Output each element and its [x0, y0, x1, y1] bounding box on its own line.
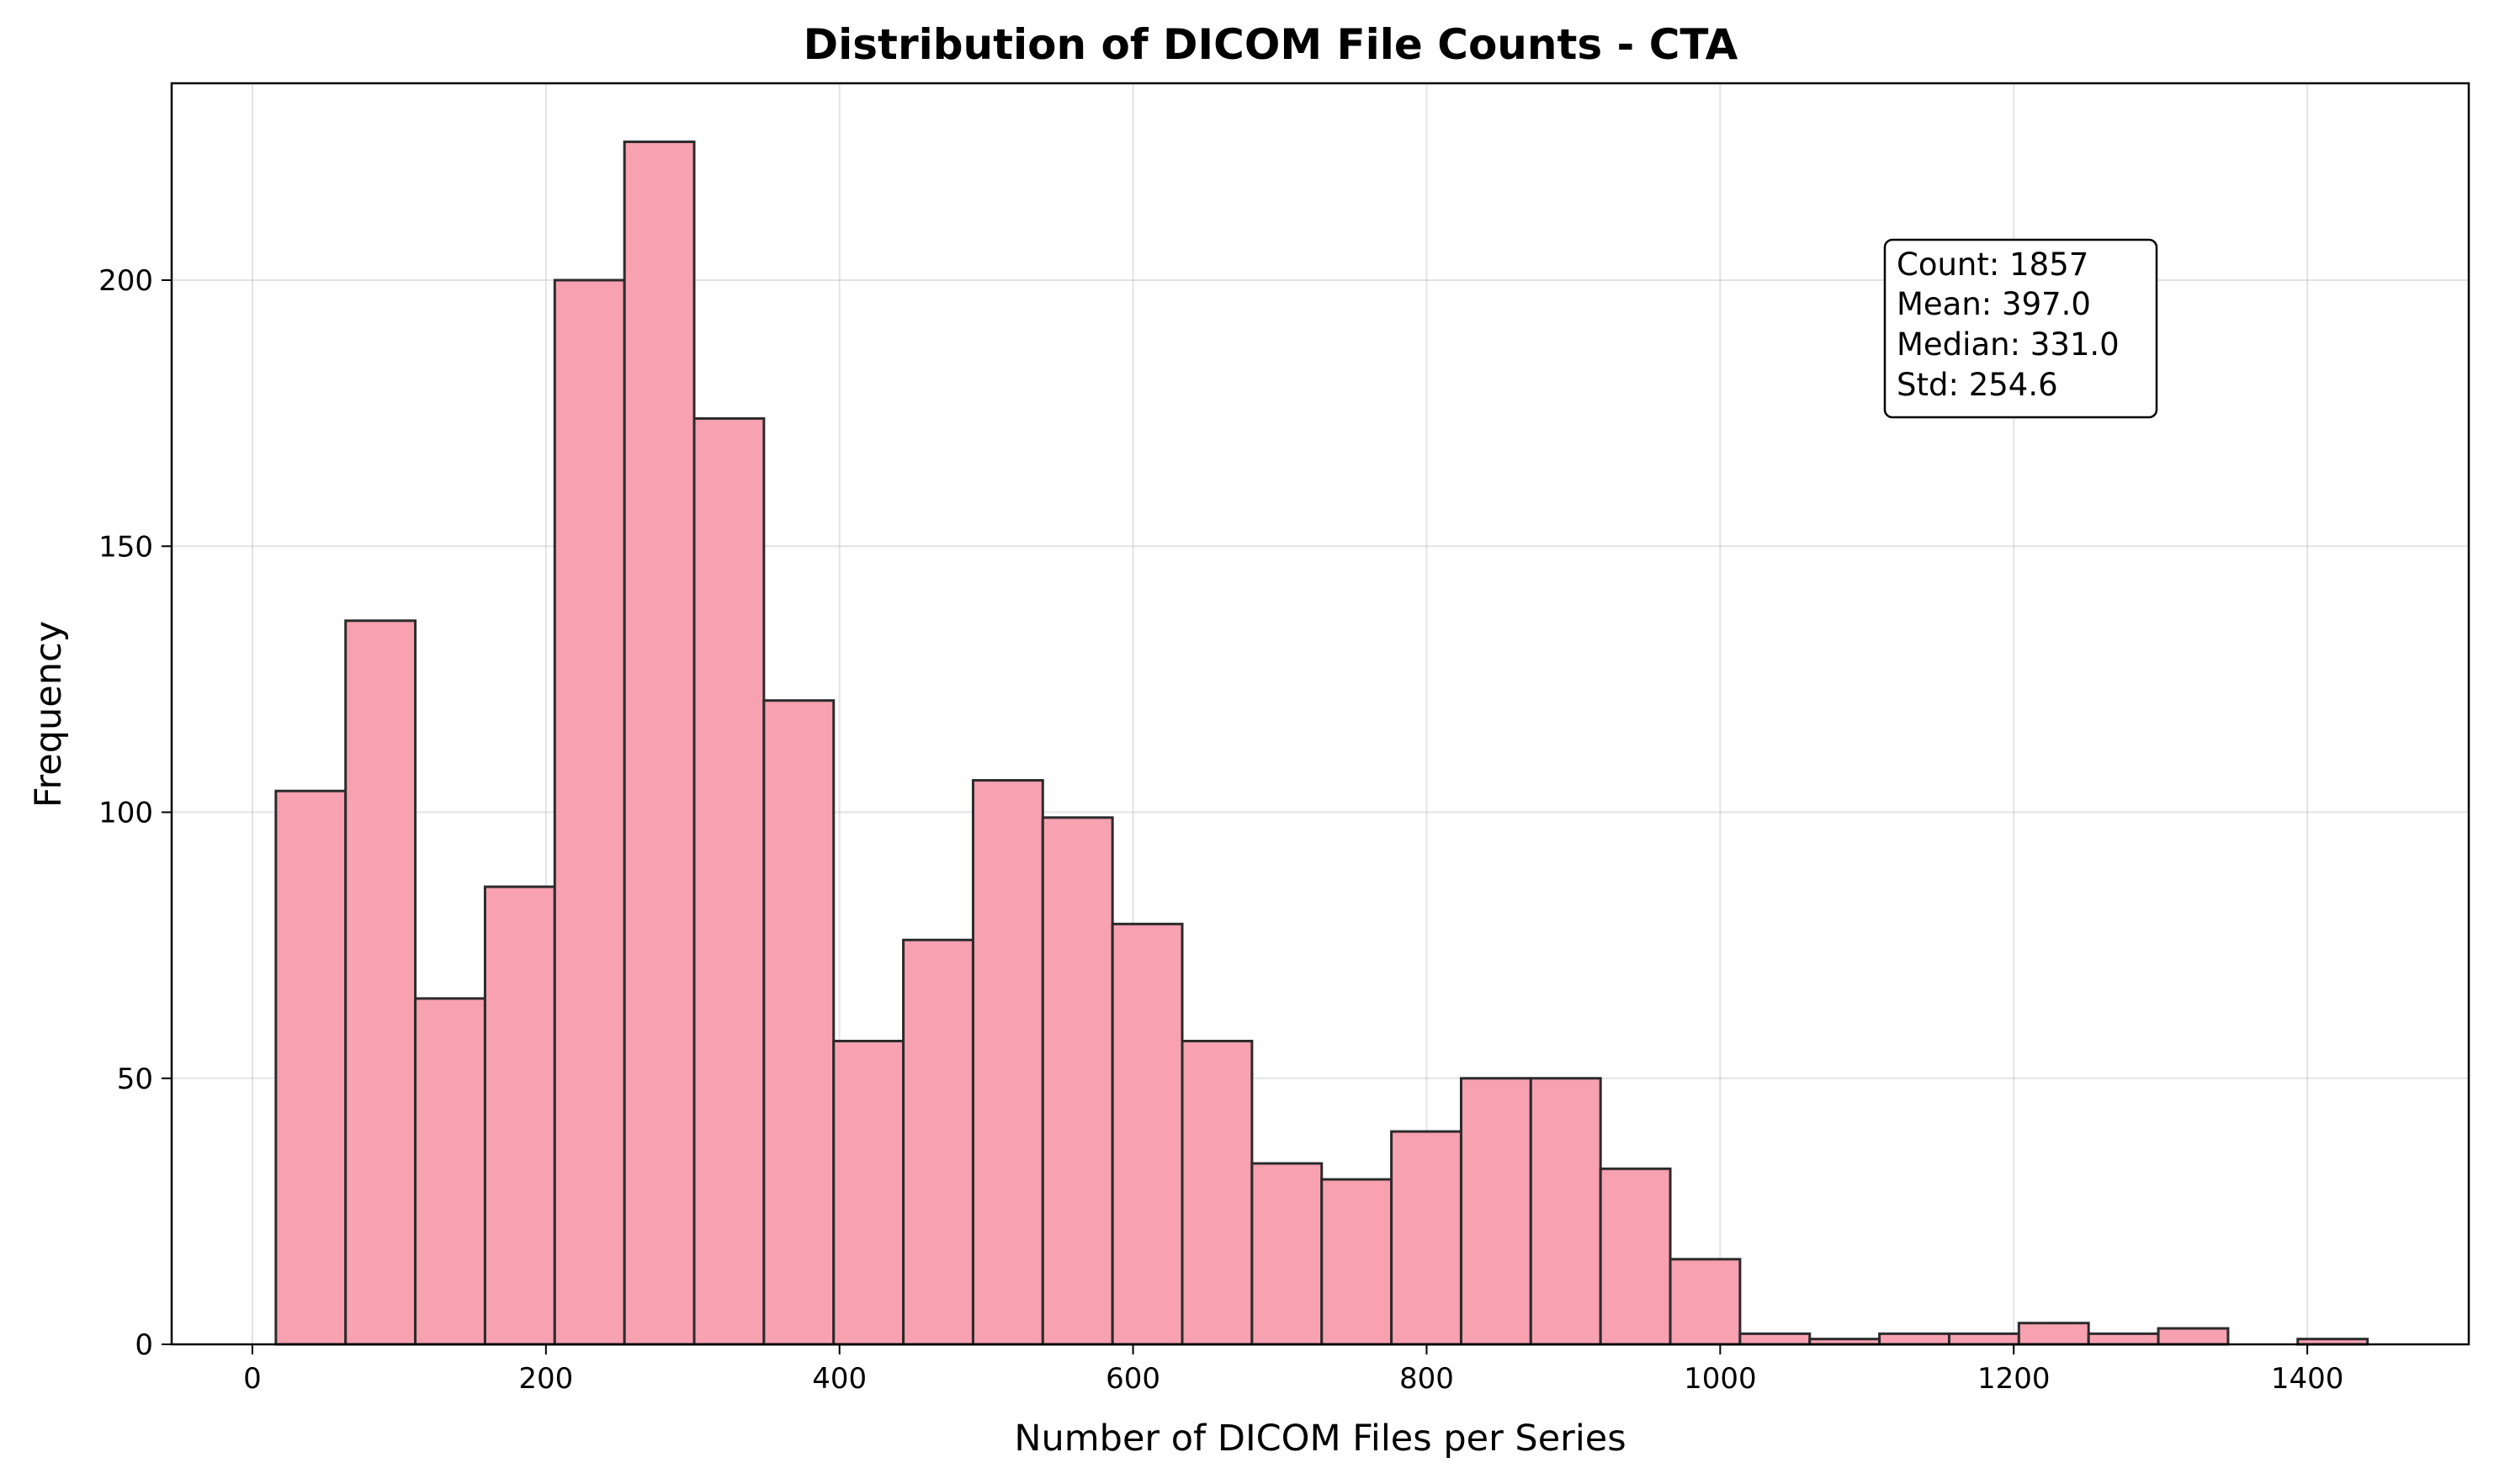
y-axis-label: Frequency	[28, 621, 70, 808]
stats-box-frame	[1883, 238, 2158, 419]
x-tick-label: 0	[243, 1362, 262, 1396]
histogram-bar	[623, 140, 696, 1346]
histogram-bar	[1041, 816, 1114, 1346]
x-tick-label: 600	[1106, 1362, 1160, 1396]
histogram-bar	[483, 885, 556, 1346]
y-tick-label: 100	[98, 797, 153, 830]
x-axis-ticks: 0 200 400 600 800 1000 1200 1400	[243, 1344, 2343, 1396]
histogram-bar	[1529, 1077, 1602, 1346]
histogram-bar	[1738, 1332, 1812, 1346]
chart-title: Distribution of DICOM File Counts - CTA	[804, 20, 1738, 69]
histogram-bar	[1181, 1039, 1254, 1346]
plot-frame	[170, 82, 2470, 1346]
histogram-bar	[414, 997, 486, 1346]
histogram-bar	[2157, 1327, 2230, 1346]
histogram-bar	[344, 619, 417, 1346]
histogram-bar	[762, 699, 836, 1346]
histogram-bar	[1250, 1162, 1324, 1346]
histogram-bar	[1599, 1167, 1672, 1346]
histogram-bar	[274, 789, 348, 1346]
y-tick-label: 50	[117, 1063, 153, 1096]
histogram-bar	[553, 278, 626, 1346]
histogram-bar	[1947, 1332, 2020, 1346]
x-tick-label: 800	[1399, 1362, 1454, 1396]
x-tick-label: 1400	[2271, 1362, 2344, 1396]
histogram-bar	[2087, 1332, 2160, 1346]
y-tick-label: 150	[98, 530, 153, 564]
y-tick-label: 200	[98, 264, 153, 298]
histogram-bar	[1320, 1178, 1393, 1346]
histogram-bar	[832, 1039, 905, 1346]
x-tick-label: 1000	[1684, 1362, 1757, 1396]
stats-count: Count: 1857	[1897, 246, 2088, 283]
stats-std: Std: 254.6	[1897, 367, 2058, 403]
x-tick-label: 400	[812, 1362, 867, 1396]
histogram-bar	[971, 779, 1044, 1346]
x-axis-label: Number of DICOM Files per Series	[1014, 1418, 1626, 1460]
histogram-bar	[1459, 1077, 1532, 1346]
histogram-bar	[1390, 1130, 1462, 1346]
y-tick-label: 0	[135, 1328, 153, 1362]
histogram-bar	[692, 416, 766, 1346]
stats-box: Count: 1857 Mean: 397.0 Median: 331.0 St…	[1883, 238, 2158, 419]
stats-median: Median: 331.0	[1897, 326, 2120, 363]
x-tick-label: 200	[518, 1362, 573, 1396]
stats-mean: Mean: 397.0	[1897, 286, 2091, 322]
histogram-bar	[1111, 922, 1184, 1346]
histogram-bar	[1878, 1332, 1950, 1346]
histogram-bar	[1669, 1258, 1742, 1346]
histogram-bar	[2017, 1322, 2090, 1346]
y-axis-ticks: 0 50 100 150 200	[98, 264, 172, 1362]
histogram-bar	[902, 938, 974, 1346]
bars	[274, 140, 2369, 1346]
x-tick-label: 1200	[1977, 1362, 2051, 1396]
